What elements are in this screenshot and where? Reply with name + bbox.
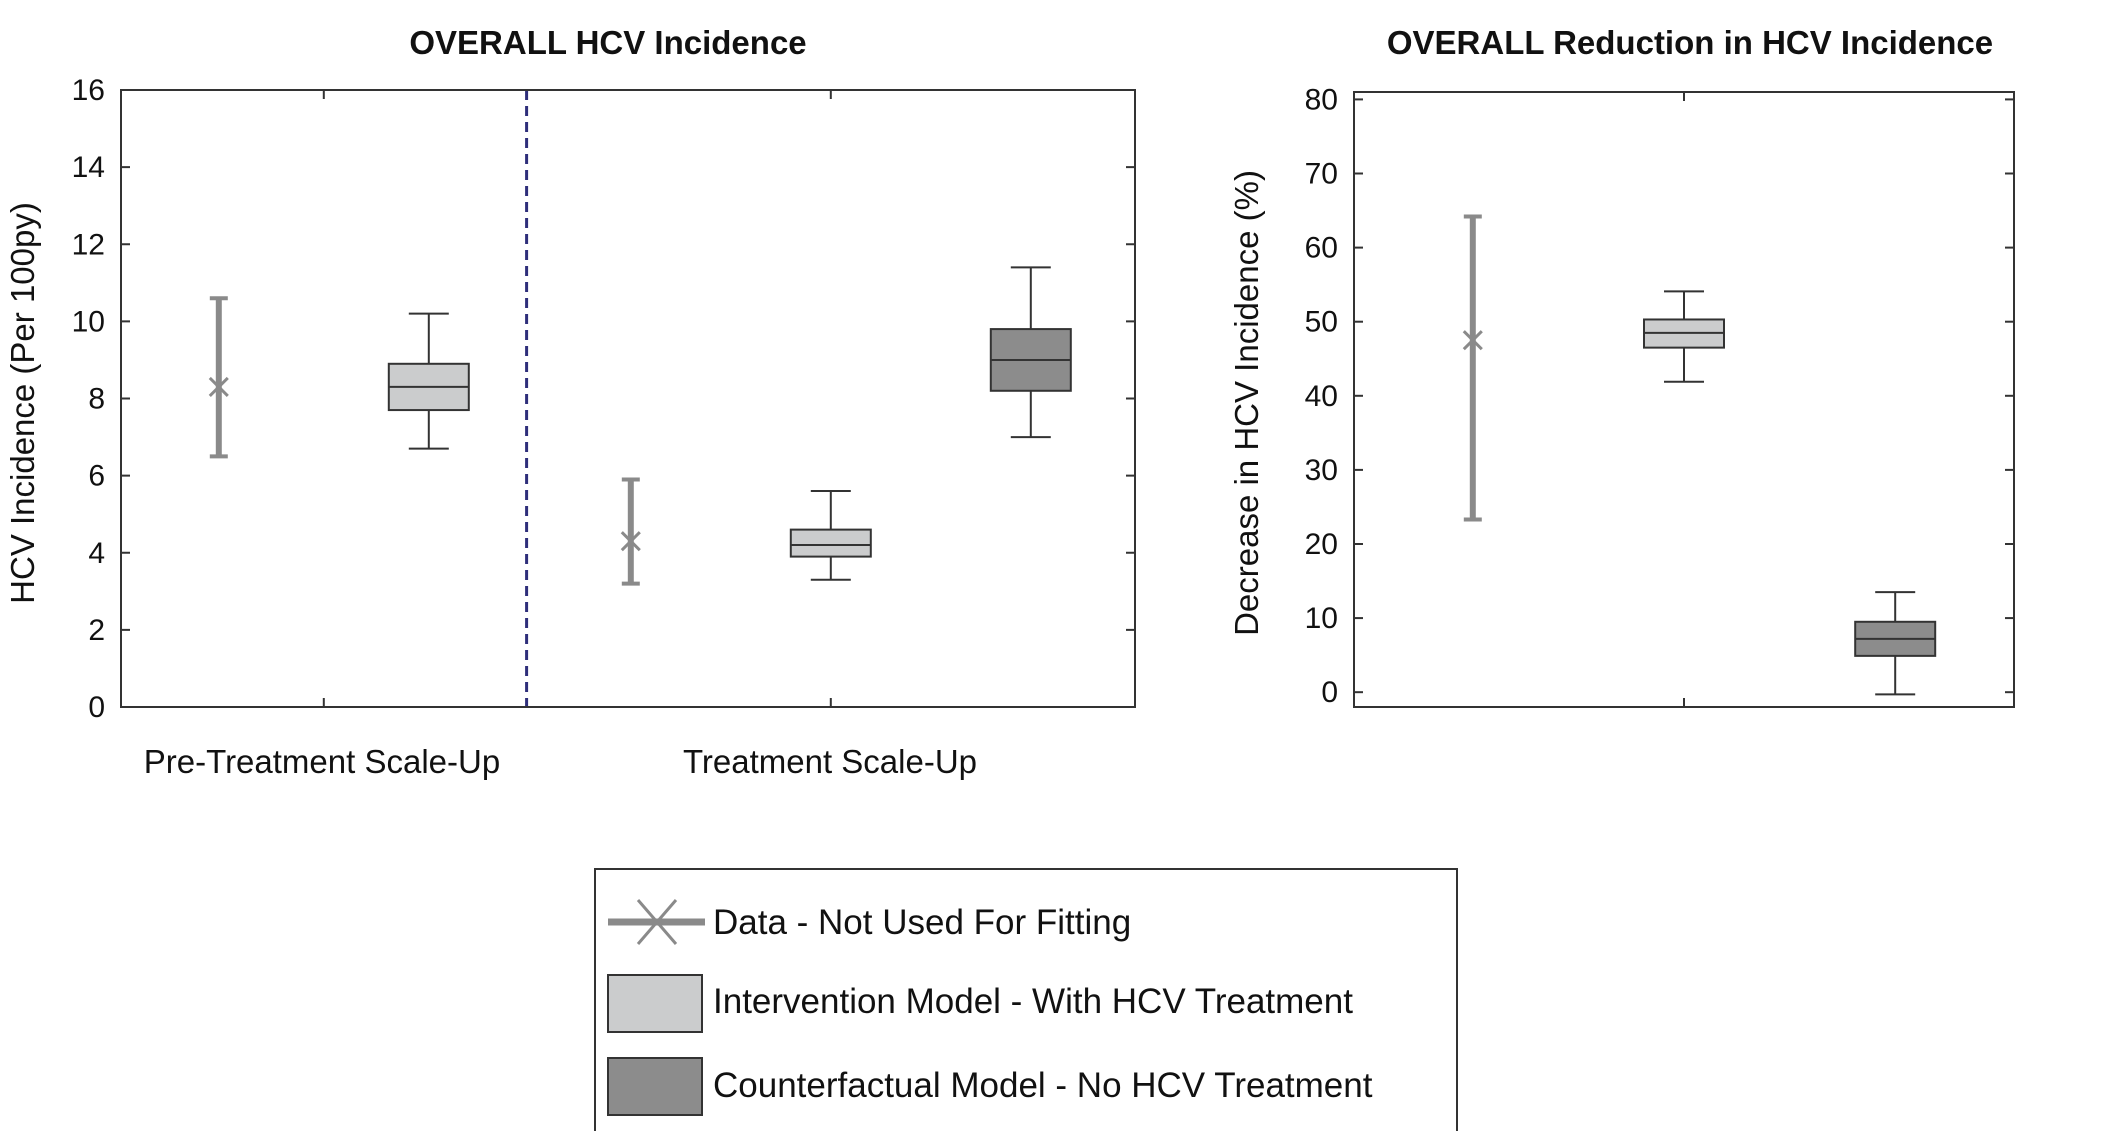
y-tick-label: 70 [1305,158,1338,191]
y-tick-label: 40 [1305,380,1338,413]
incidence-intervention-treatment-box [789,528,872,558]
y-tick-label: 4 [88,537,105,570]
y-tick-label: 14 [72,151,105,184]
y-tick-label: 0 [88,691,105,724]
y-tick-label: 0 [1321,676,1338,709]
reduction-data-point [1462,330,1483,351]
legend-label-data: Data - Not Used For Fitting [713,903,1131,942]
chart-incidence-ylabel: HCV Incidence (Per 100py) [4,202,41,604]
incidence-data-treatment-point [620,531,641,552]
legend-label-counterfactual: Counterfactual Model - No HCV Treatment [713,1066,1373,1105]
chart-incidence-title: OVERALL HCV Incidence [409,24,806,61]
y-tick-label: 60 [1305,232,1338,265]
legend-item-counterfactual: Counterfactual Model - No HCV Treatment [607,1057,1373,1116]
legend-swatch-counterfactual [607,1057,703,1116]
legend-item-intervention: Intervention Model - With HCV Treatment [607,974,1353,1033]
y-tick-label: 2 [88,614,105,647]
y-tick-label: 10 [72,305,105,338]
chart-reduction: OVERALL Reduction in HCV Incidence Decre… [1228,24,2015,709]
legend: Data - Not Used For Fitting Intervention… [594,868,1458,1131]
legend-swatch-intervention [607,974,703,1033]
chart-reduction-title: OVERALL Reduction in HCV Incidence [1387,24,1993,61]
chart-reduction-plot-frame [1353,91,2015,708]
y-tick-label: 10 [1305,602,1338,635]
y-tick-label: 20 [1305,528,1338,561]
y-tick-label: 30 [1305,454,1338,487]
y-tick-label: 12 [72,228,105,261]
y-tick-label: 16 [72,74,105,107]
legend-label-intervention: Intervention Model - With HCV Treatment [713,982,1353,1021]
chart-reduction-marks [1462,92,1937,707]
legend-data-cross-icon [636,899,678,945]
chart-reduction-y-ticks: 0 10 20 30 40 50 60 70 80 [1305,83,2014,709]
y-tick-label: 80 [1305,83,1338,116]
chart-incidence: OVERALL HCV Incidence HCV Incidence (Per… [4,24,1136,780]
y-tick-label: 8 [88,383,105,416]
legend-item-data: Data - Not Used For Fitting [608,899,1131,945]
y-tick-label: 50 [1305,306,1338,339]
chart-incidence-marks [208,90,1072,707]
legend-frame [594,868,1458,1131]
chart-incidence-y-ticks: 0 2 4 6 8 10 12 14 16 [72,74,1135,724]
chart-reduction-ylabel: Decrease in HCV Incidence (%) [1228,170,1265,636]
category-label-pre-treatment: Pre-Treatment Scale-Up [144,743,500,780]
chart-incidence-plot-frame [120,89,1136,708]
incidence-data-pre-point [208,376,229,397]
category-label-treatment: Treatment Scale-Up [683,743,977,780]
y-tick-label: 6 [88,460,105,493]
